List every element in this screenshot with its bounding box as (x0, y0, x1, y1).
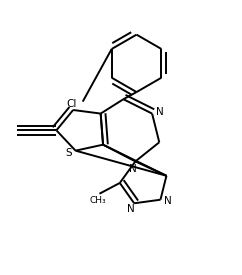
Text: N: N (164, 196, 172, 206)
Text: S: S (66, 148, 72, 158)
Text: N: N (127, 204, 135, 214)
Text: CH₃: CH₃ (90, 196, 106, 205)
Text: N: N (129, 164, 137, 174)
Text: Cl: Cl (67, 99, 77, 109)
Text: N: N (156, 107, 164, 117)
